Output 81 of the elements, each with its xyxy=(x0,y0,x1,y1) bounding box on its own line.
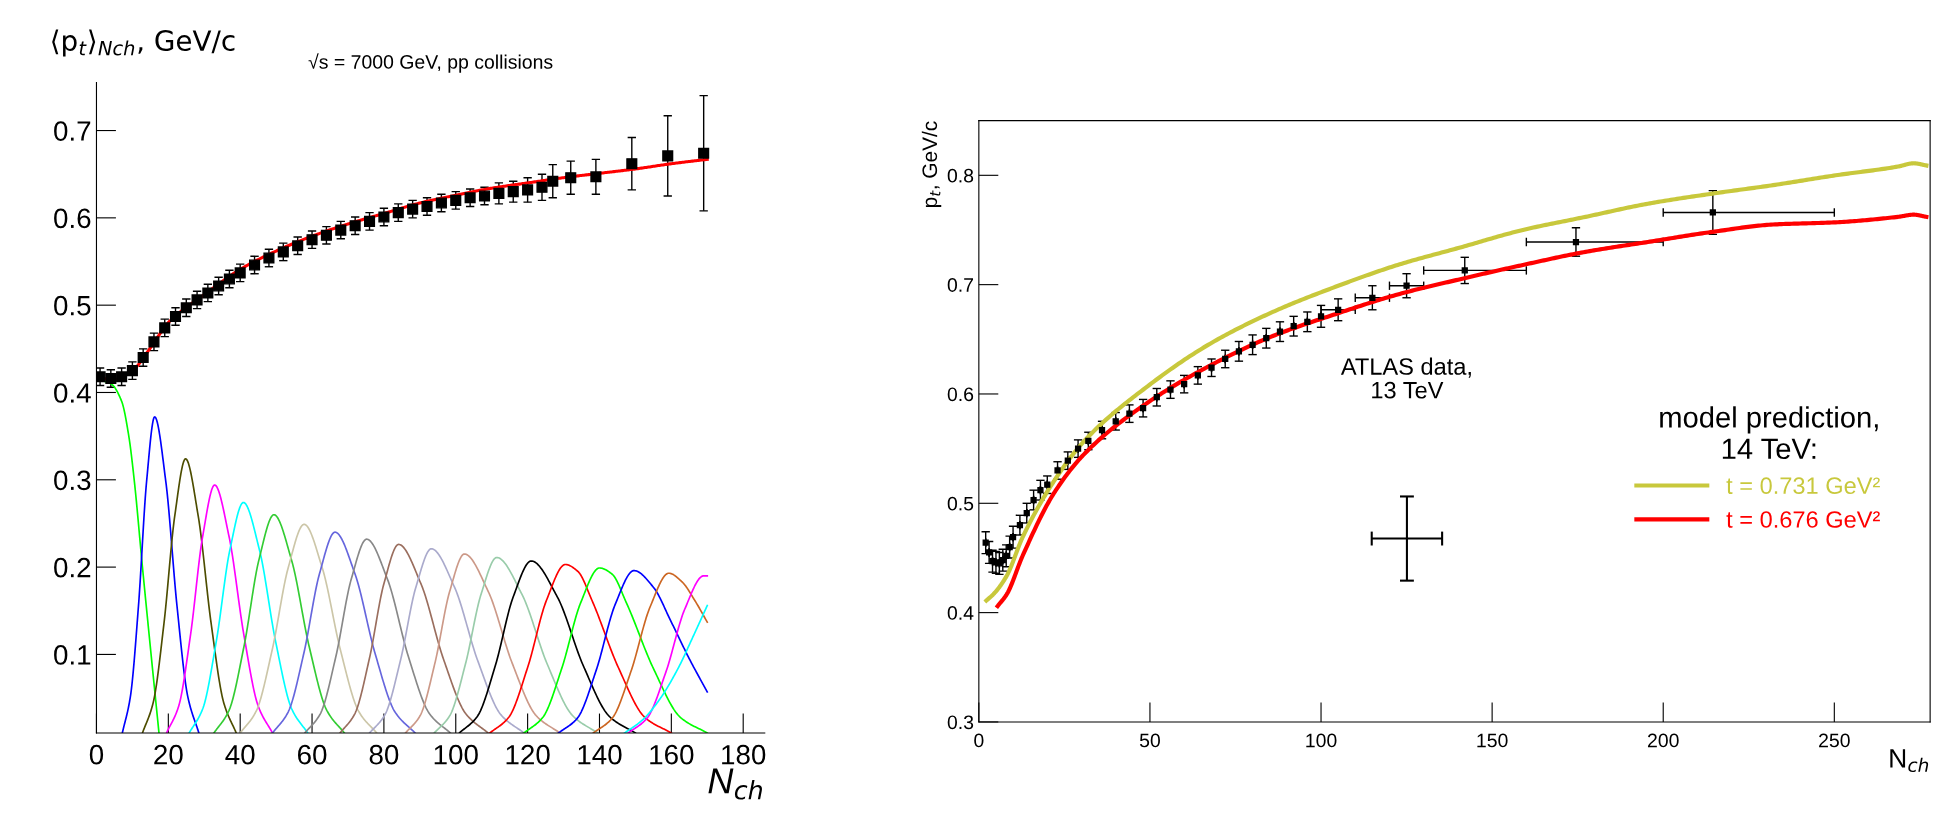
point xyxy=(407,203,419,215)
series-label: ATLAS data, 13 TeV xyxy=(1340,357,1471,399)
y-tick-label: 0.3 xyxy=(54,470,91,491)
point xyxy=(263,252,275,264)
point xyxy=(349,220,361,232)
legend-title: model prediction, 14 TeV: xyxy=(1660,406,1878,460)
y-tick-label: 0.5 xyxy=(54,295,91,316)
chart-title: √s = 7000 GeV, pp collisions xyxy=(308,53,553,73)
point xyxy=(1403,282,1410,289)
point xyxy=(223,273,235,285)
y-tick-label: 0.7 xyxy=(54,121,91,141)
point xyxy=(662,150,674,162)
point xyxy=(698,147,710,159)
x-axis-title: N$_{ch}$ xyxy=(708,768,762,800)
x-tick-label: 50 xyxy=(1139,733,1160,748)
point xyxy=(435,197,447,209)
point xyxy=(1335,306,1342,313)
point xyxy=(148,336,160,348)
y-tick-label: 0.7 xyxy=(947,278,974,292)
x-tick-label: 250 xyxy=(1819,733,1850,748)
y-tick-label: 0.5 xyxy=(947,496,974,511)
x-tick-label: 0 xyxy=(89,744,104,765)
point xyxy=(464,192,476,204)
x-tick-label: 80 xyxy=(369,744,399,765)
point xyxy=(202,287,214,299)
x-tick-label: 100 xyxy=(1306,733,1337,748)
point xyxy=(378,211,390,223)
point xyxy=(335,224,347,236)
y-tick-label: 0.3 xyxy=(947,715,974,730)
point xyxy=(590,171,602,183)
x-tick-label: 120 xyxy=(506,744,550,765)
point xyxy=(392,207,404,219)
point xyxy=(249,259,261,271)
point xyxy=(159,322,171,334)
point xyxy=(507,186,519,198)
point xyxy=(191,294,203,306)
point xyxy=(522,184,534,196)
y-tick-label: 0.2 xyxy=(54,557,91,578)
point xyxy=(1461,267,1468,274)
x-tick-label: 150 xyxy=(1477,733,1508,748)
point xyxy=(1572,238,1580,246)
point xyxy=(547,175,559,187)
point xyxy=(320,229,332,241)
point xyxy=(126,365,138,377)
y-tick-label: 0.6 xyxy=(947,387,974,402)
x-tick-label: 100 xyxy=(434,744,478,765)
x-axis-title: N$_{ch}$ xyxy=(1890,749,1929,773)
point xyxy=(292,240,304,252)
x-tick-label: 180 xyxy=(722,744,766,765)
point xyxy=(626,158,638,170)
point xyxy=(478,190,491,202)
point xyxy=(565,172,577,184)
point xyxy=(180,302,192,314)
y-tick-label: 0.4 xyxy=(54,383,91,403)
x-tick-label: 160 xyxy=(650,744,694,765)
x-tick-label: 200 xyxy=(1647,733,1679,748)
x-tick-label: 60 xyxy=(298,744,327,765)
point xyxy=(213,280,225,292)
point xyxy=(363,215,376,227)
x-tick-label: 20 xyxy=(154,744,183,765)
point xyxy=(1709,209,1716,216)
point xyxy=(536,181,548,193)
point xyxy=(277,246,289,258)
y-axis-title: ⟨p$_{t}$⟩$_{Nch}$, GeV/c xyxy=(52,29,235,57)
y-tick-label: 0.6 xyxy=(54,208,91,229)
point xyxy=(116,371,128,383)
y-axis-title: p$_{t}$, GeV/c xyxy=(921,121,942,208)
x-tick-label: 0 xyxy=(974,733,984,748)
point xyxy=(96,371,106,383)
legend-label: t = 0.676 GeV² xyxy=(1726,511,1880,528)
point xyxy=(493,187,505,199)
y-tick-label: 0.1 xyxy=(54,645,91,665)
x-tick-label: 140 xyxy=(578,744,622,765)
point xyxy=(1369,294,1376,301)
point xyxy=(450,194,462,206)
x-tick-label: 40 xyxy=(225,744,255,765)
legend-label: t = 0.731 GeV² xyxy=(1726,477,1880,495)
y-tick-label: 0.4 xyxy=(947,606,974,620)
point xyxy=(234,267,246,279)
y-tick-label: 0.8 xyxy=(947,168,974,183)
point xyxy=(306,234,318,246)
